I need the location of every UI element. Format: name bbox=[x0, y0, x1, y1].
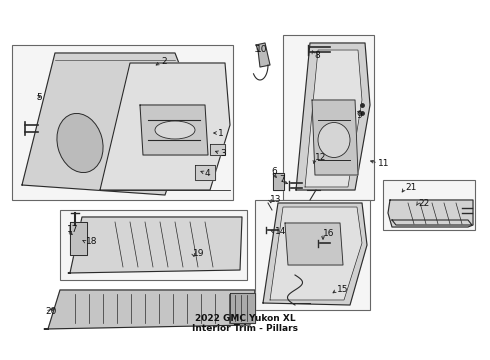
Text: 17: 17 bbox=[67, 225, 78, 234]
Text: 19: 19 bbox=[193, 248, 204, 257]
Text: 8: 8 bbox=[314, 50, 320, 59]
Bar bbox=[255, 200, 370, 310]
Bar bbox=[60, 210, 247, 280]
Text: 12: 12 bbox=[315, 153, 326, 162]
Ellipse shape bbox=[318, 122, 350, 158]
Polygon shape bbox=[270, 207, 362, 300]
Text: 10: 10 bbox=[256, 45, 268, 54]
Polygon shape bbox=[44, 290, 255, 329]
Bar bbox=[12, 45, 233, 200]
Polygon shape bbox=[388, 200, 473, 227]
Text: 9: 9 bbox=[356, 111, 362, 120]
Polygon shape bbox=[312, 100, 358, 175]
Ellipse shape bbox=[155, 121, 195, 139]
Polygon shape bbox=[68, 217, 242, 273]
Text: 18: 18 bbox=[86, 238, 98, 247]
Text: 15: 15 bbox=[337, 285, 348, 294]
Polygon shape bbox=[256, 43, 270, 67]
Polygon shape bbox=[195, 165, 215, 180]
Polygon shape bbox=[305, 50, 362, 187]
Text: 14: 14 bbox=[275, 228, 286, 237]
Polygon shape bbox=[296, 43, 370, 190]
Text: 11: 11 bbox=[378, 158, 390, 167]
Text: 22: 22 bbox=[418, 198, 429, 207]
Text: 5: 5 bbox=[36, 93, 42, 102]
Text: 6: 6 bbox=[271, 167, 277, 176]
Text: 2022 GMC Yukon XL
Interior Trim - Pillars: 2022 GMC Yukon XL Interior Trim - Pillar… bbox=[192, 314, 298, 333]
Text: 20: 20 bbox=[45, 306, 56, 315]
Text: 13: 13 bbox=[270, 195, 281, 204]
Polygon shape bbox=[140, 105, 208, 155]
Text: 2: 2 bbox=[161, 58, 167, 67]
Polygon shape bbox=[263, 203, 367, 305]
Polygon shape bbox=[22, 53, 195, 195]
Text: 7: 7 bbox=[279, 175, 285, 184]
Polygon shape bbox=[70, 222, 87, 255]
Polygon shape bbox=[392, 220, 472, 225]
Text: 16: 16 bbox=[323, 229, 335, 238]
Text: 4: 4 bbox=[205, 168, 211, 177]
Ellipse shape bbox=[57, 113, 103, 172]
Polygon shape bbox=[210, 144, 225, 155]
Text: 1: 1 bbox=[218, 129, 224, 138]
Polygon shape bbox=[273, 173, 284, 190]
Polygon shape bbox=[230, 293, 255, 323]
Bar bbox=[283, 35, 374, 200]
Polygon shape bbox=[285, 223, 343, 265]
Text: 21: 21 bbox=[405, 184, 416, 193]
Bar bbox=[383, 180, 475, 230]
Text: 3: 3 bbox=[220, 148, 226, 158]
Polygon shape bbox=[100, 63, 230, 190]
